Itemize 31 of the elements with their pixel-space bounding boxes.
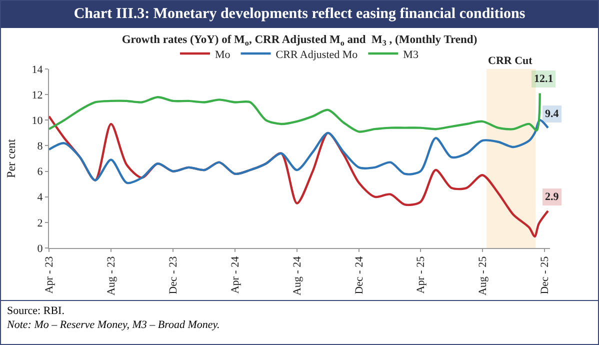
y-axis-title: Per cent: [4, 138, 18, 178]
y-tick-label: 14: [32, 64, 44, 76]
chart-title: Chart III.3: Monetary developments reflect easing financial conditions: [1, 1, 598, 28]
x-tick-label: Aug - 23: [106, 256, 118, 296]
annotation: 9.4: [545, 108, 560, 120]
x-tick-label: Dec - 25: [538, 256, 551, 294]
chart-subtitle: Growth rates (YoY) of M$_{o}$, CRR Adjusted M$_{o}$ and M$_{3}$ , (Monthly Trend): [122, 34, 478, 48]
legend-label: CRR Adjusted Mo: [276, 48, 358, 61]
annotation: 2.9: [545, 191, 560, 203]
x-tick-label: Apr - 23: [44, 256, 56, 294]
band-label: CRR Cut: [488, 55, 533, 67]
x-tick-label: Dec - 24: [354, 256, 366, 294]
x-tick-label: Apr - 25: [415, 256, 428, 294]
y-tick-label: 10: [32, 114, 44, 127]
line-series: [49, 92, 541, 133]
legend-label: M3: [403, 48, 419, 61]
y-tick-label: 8: [37, 140, 44, 153]
y-tick-label: 4: [37, 192, 44, 204]
x-tick-label: Apr - 24: [230, 256, 242, 294]
x-tick-label: Aug - 24: [292, 256, 304, 296]
y-tick-label: 6: [37, 166, 44, 178]
y-tick-label: 2: [37, 217, 43, 230]
line-series: [49, 119, 550, 184]
x-tick-label: Aug - 25: [476, 256, 489, 296]
x-tick-label: Dec - 23: [168, 256, 180, 294]
annotation: 12.1: [534, 73, 554, 85]
y-tick-label: 0: [37, 242, 44, 255]
legend-label: Mo: [215, 48, 231, 61]
text: Note: Mo – Reserve Money, M3 – Broad Money.: [7, 318, 221, 332]
y-tick-label: 12: [32, 89, 43, 102]
source-note: Source: RBI.: [7, 304, 66, 318]
